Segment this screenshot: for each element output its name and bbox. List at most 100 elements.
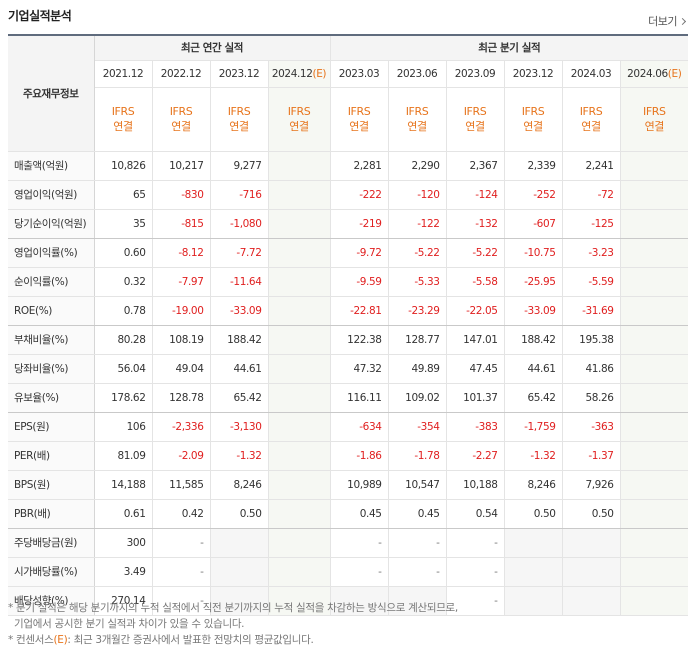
table-cell xyxy=(620,412,689,442)
table-cell: 56.04 xyxy=(94,354,153,384)
table-cell xyxy=(268,557,331,587)
table-cell: -3,130 xyxy=(210,412,269,442)
ifrs-bottom: 연결 xyxy=(289,120,309,133)
table-cell xyxy=(268,412,331,442)
table-cell: -1.86 xyxy=(329,441,389,471)
table-cell: 10,547 xyxy=(388,470,447,500)
ifrs-bottom: 연결 xyxy=(644,120,665,133)
table-cell: - xyxy=(329,528,389,558)
section-title: 기업실적분석 xyxy=(8,9,72,23)
table-cell xyxy=(268,470,331,500)
table-cell: 128.78 xyxy=(152,383,211,413)
row-label: 순이익률(%) xyxy=(8,267,95,297)
table-cell: -354 xyxy=(388,412,447,442)
table-row: 당기순이익(억원) 35 -815 -1,080 -219 -122 -132 -607 -12… xyxy=(8,209,689,239)
table-cell xyxy=(620,296,689,326)
period-header: 2023.06 xyxy=(388,60,447,88)
table-cell: 10,217 xyxy=(152,151,211,181)
table-cell: -11.64 xyxy=(210,267,269,297)
table-cell: -9.59 xyxy=(329,267,389,297)
period-header: 2023.12 xyxy=(504,60,563,88)
table-cell xyxy=(620,267,689,297)
table-cell xyxy=(268,296,331,326)
row-label: 당기순이익(억원) xyxy=(8,209,95,239)
row-label: 영업이익률(%) xyxy=(8,238,95,268)
ifrs-badge: IFRS 연결 xyxy=(446,87,505,152)
ifrs-bottom: 연결 xyxy=(229,120,249,133)
table-row: 순이익률(%) 0.32 -7.97 -11.64 -9.59 -5.33 -5.58 -25… xyxy=(8,267,689,297)
table-cell: -634 xyxy=(329,412,389,442)
table-cell: 44.61 xyxy=(210,354,269,384)
row-label: 배당성향(%) xyxy=(8,586,95,616)
table-cell: 41.86 xyxy=(562,354,621,384)
table-cell: - xyxy=(152,586,211,616)
table-cell xyxy=(620,354,689,384)
table-cell xyxy=(210,528,269,558)
table-cell: -132 xyxy=(446,209,505,239)
table-row: BPS(원) 14,188 11,585 8,246 10,989 10,547 10,18… xyxy=(8,470,689,500)
table-cell: 58.26 xyxy=(562,383,621,413)
row-header-label: 주요재무정보 xyxy=(8,35,95,152)
table-cell: 2,281 xyxy=(329,151,389,181)
table-cell xyxy=(620,325,689,355)
table-row: 시가배당률(%) 3.49- - - - xyxy=(8,557,689,587)
table-cell: -33.09 xyxy=(504,296,563,326)
table-cell xyxy=(620,383,689,413)
table-cell: 10,826 xyxy=(94,151,153,181)
table-cell xyxy=(562,557,621,587)
table-cell: -1,759 xyxy=(504,412,563,442)
table-cell: - xyxy=(388,528,447,558)
table-cell: 2,241 xyxy=(562,151,621,181)
table-cell xyxy=(268,499,331,529)
table-cell: 11,585 xyxy=(152,470,211,500)
row-label: 영업이익(억원) xyxy=(8,180,95,210)
period-header: 2023.12 xyxy=(210,60,269,88)
table-cell: -25.95 xyxy=(504,267,563,297)
table-row: 매출액(억원) 10,826 10,217 9,277 2,281 2,290 2,367 2… xyxy=(8,151,689,181)
row-label: EPS(원) xyxy=(8,412,95,442)
ifrs-top: IFRS xyxy=(111,105,135,118)
ifrs-top: IFRS xyxy=(169,105,193,118)
table-cell: -7.97 xyxy=(152,267,211,297)
table-cell: 109.02 xyxy=(388,383,447,413)
table-cell: 49.04 xyxy=(152,354,211,384)
table-row: 영업이익(억원) 65 -830 -716 -222 -120 -124 -252 -72 xyxy=(8,180,689,210)
row-label: 부채비율(%) xyxy=(8,325,95,355)
table-cell: 106 xyxy=(94,412,153,442)
table-cell: - xyxy=(152,557,211,587)
ifrs-badge: IFRS 연결 xyxy=(94,87,153,152)
footnotes: * 분기 실적은 해당 분기까지의 누적 실적에서 직전 분기까지의 누적 실적… xyxy=(8,600,458,648)
table-cell: 178.62 xyxy=(94,383,153,413)
annual-group-header: 최근 연간 실적 xyxy=(94,35,331,61)
table-cell: -2.27 xyxy=(446,441,505,471)
ifrs-badge: IFRS 연결 xyxy=(152,87,211,152)
table-cell: -5.59 xyxy=(562,267,621,297)
table-body: 매출액(억원) 10,826 10,217 9,277 2,281 2,290 2,367 2… xyxy=(8,151,689,616)
table-cell: 8,246 xyxy=(210,470,269,500)
table-cell: 47.45 xyxy=(446,354,505,384)
row-label: PBR(배) xyxy=(8,499,95,529)
more-link[interactable]: 더보기 xyxy=(648,13,687,29)
period-header: 2023.09 xyxy=(446,60,505,88)
ifrs-badge: IFRS 연결 xyxy=(504,87,563,152)
table-cell: -815 xyxy=(152,209,211,239)
table-cell: - xyxy=(446,528,505,558)
table-cell: -33.09 xyxy=(210,296,269,326)
table-cell: -7.72 xyxy=(210,238,269,268)
table-cell: 0.61 xyxy=(94,499,153,529)
table-cell: 0.50 xyxy=(562,499,621,529)
table-cell: 49.89 xyxy=(388,354,447,384)
table-cell: -122 xyxy=(388,209,447,239)
period-label: 2024.06 xyxy=(627,67,668,80)
table-cell: -19.00 xyxy=(152,296,211,326)
ifrs-top: IFRS xyxy=(227,105,251,118)
table-cell: 122.38 xyxy=(329,325,389,355)
table-cell xyxy=(388,586,447,616)
table-cell xyxy=(268,238,331,268)
table-cell xyxy=(210,586,269,616)
table-cell: -830 xyxy=(152,180,211,210)
period-label: 2021.12 xyxy=(102,67,144,80)
table-cell: -607 xyxy=(504,209,563,239)
table-cell: 188.42 xyxy=(210,325,269,355)
table-cell: 35 xyxy=(94,209,153,239)
